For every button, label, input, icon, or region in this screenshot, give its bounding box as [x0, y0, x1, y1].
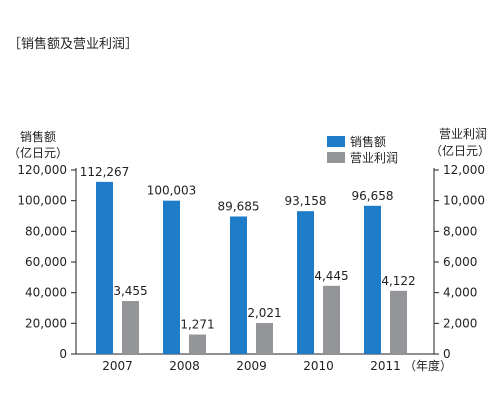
- right-tick-label-6: 12,000: [443, 163, 485, 177]
- data-label-sales-2008: 100,003: [147, 184, 197, 198]
- data-label-sales-2007: 112,267: [80, 165, 130, 179]
- bar-operating-profit-2008: [189, 334, 206, 354]
- bar-operating-profit-2007: [122, 301, 139, 354]
- data-label-sales-2010: 93,158: [285, 194, 327, 208]
- legend-swatch-operating-profit: [327, 152, 345, 163]
- bar-operating-profit-2009: [256, 323, 273, 354]
- right-tick-label-0: 0: [443, 347, 451, 361]
- category-label-2011: 2011: [370, 359, 401, 373]
- data-label-operating-profit-2010: 4,445: [314, 269, 348, 283]
- category-label-2007: 2007: [102, 359, 133, 373]
- chart-title: ［销售额及营业利润］: [8, 36, 138, 52]
- data-label-operating-profit-2007: 3,455: [113, 284, 147, 298]
- bars: 112,267 3,455 100,003 1,271 89,685 2,021 93,15…: [80, 165, 416, 354]
- left-tick-label-4: 80,000: [25, 224, 67, 238]
- legend-swatch-sales: [327, 136, 345, 147]
- left-tick-label-2: 40,000: [25, 286, 67, 300]
- category-label-2010: 2010: [303, 359, 334, 373]
- data-label-operating-profit-2008: 1,271: [180, 318, 214, 332]
- left-tick-label-6: 120,000: [17, 163, 67, 177]
- bar-sales-2009: [230, 216, 247, 354]
- left-axis-label: 销售额: [20, 129, 56, 144]
- bar-sales-2007: [96, 181, 113, 354]
- left-axis-ticks: 0 20,000 40,000 60,000 80,000 100,000 120,000: [17, 163, 76, 361]
- category-label-2008: 2008: [169, 359, 200, 373]
- bar-operating-profit-2010: [323, 285, 340, 354]
- right-axis-unit: （亿日元）: [430, 143, 490, 158]
- bar-sales-2011: [364, 205, 381, 354]
- right-axis-label: 营业利润: [439, 127, 487, 141]
- left-tick-label-5: 100,000: [17, 194, 67, 208]
- legend-label-operating-profit: 营业利润: [350, 151, 398, 165]
- category-labels: 2007 2008 2009 2010 2011: [102, 359, 401, 373]
- left-axis-unit: （亿日元）: [8, 145, 68, 160]
- bar-operating-profit-2011: [390, 290, 407, 354]
- left-tick-label-3: 60,000: [25, 255, 67, 269]
- bar-sales-2008: [163, 200, 180, 354]
- data-label-sales-2009: 89,685: [218, 199, 260, 213]
- left-tick-label-1: 20,000: [25, 316, 67, 330]
- legend-label-sales: 销售额: [350, 134, 386, 149]
- right-axis-ticks: 0 2,000 4,000 6,000 8,000 10,000 12,000: [434, 163, 485, 361]
- category-label-2009: 2009: [236, 359, 267, 373]
- data-label-operating-profit-2009: 2,021: [247, 306, 281, 320]
- right-tick-label-1: 2,000: [443, 316, 477, 330]
- right-tick-label-5: 10,000: [443, 194, 485, 208]
- x-axis-unit: （年度）: [404, 358, 452, 373]
- bar-sales-2010: [297, 211, 314, 354]
- left-tick-label-0: 0: [59, 347, 67, 361]
- data-label-sales-2011: 96,658: [352, 189, 394, 203]
- legend: 销售额 营业利润: [327, 134, 398, 165]
- right-tick-label-4: 8,000: [443, 224, 477, 238]
- data-label-operating-profit-2011: 4,122: [381, 274, 415, 288]
- right-tick-label-2: 4,000: [443, 286, 477, 300]
- right-tick-label-3: 6,000: [443, 255, 477, 269]
